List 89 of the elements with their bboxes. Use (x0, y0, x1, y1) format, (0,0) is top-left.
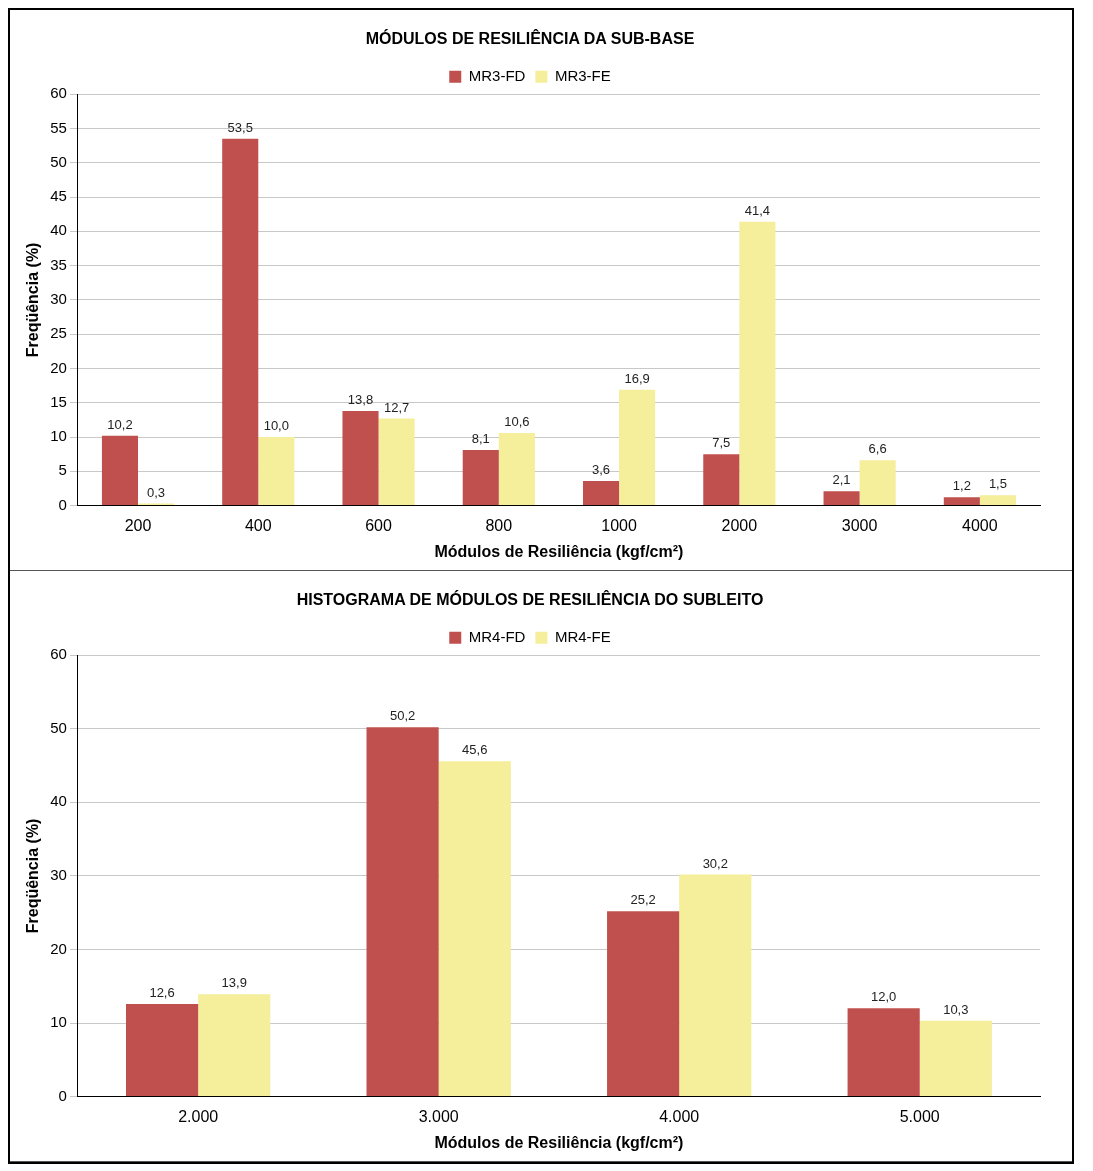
data-label: 30,2 (702, 855, 728, 871)
y-tick-label: 0 (58, 495, 67, 513)
x-axis-title: Módulos de Resiliência (kgf/cm²) (434, 542, 684, 560)
data-label: 16,9 (624, 370, 650, 386)
data-label: 12,0 (871, 989, 897, 1005)
bar (462, 450, 499, 506)
x-tick-label: 3000 (841, 516, 878, 534)
bar (619, 389, 656, 506)
data-label: 41,4 (744, 202, 771, 218)
bar (438, 761, 511, 1097)
bar (703, 454, 740, 506)
x-tick-label: 2.000 (178, 1107, 219, 1125)
data-label: 13,8 (347, 392, 374, 408)
y-tick-label: 20 (50, 939, 67, 957)
data-label: 10,6 (504, 414, 530, 429)
y-tick-label: 55 (50, 118, 67, 136)
bar (222, 138, 259, 506)
bar (823, 491, 860, 506)
y-tick-label: 30 (50, 866, 67, 884)
bar (125, 1003, 199, 1097)
data-label: 3,6 (592, 461, 611, 477)
bar (583, 480, 620, 506)
y-tick-label: 50 (50, 152, 67, 170)
data-label: 1,2 (952, 478, 971, 494)
data-label: 8,1 (471, 431, 490, 447)
legend-label: MR4-FD (468, 627, 526, 645)
data-label: 10,0 (263, 418, 289, 434)
data-label: 1,5 (988, 476, 1007, 492)
bar (739, 221, 776, 506)
y-tick-label: 60 (50, 84, 67, 102)
bar (847, 1008, 920, 1097)
y-tick-label: 45 (50, 187, 67, 205)
data-label: 50,2 (389, 708, 416, 724)
legend-label: MR4-FE (554, 627, 611, 645)
data-label: 0,3 (147, 484, 166, 500)
bar (498, 432, 535, 506)
chart-title: MÓDULOS DE RESILIÊNCIA DA SUB-BASE (365, 29, 695, 48)
data-label: 12,7 (383, 399, 410, 415)
y-tick-label: 40 (50, 221, 67, 239)
bar (919, 1020, 992, 1097)
x-tick-label: 4000 (962, 516, 998, 534)
bar (943, 497, 980, 506)
y-tick-label: 15 (50, 392, 67, 410)
y-axis-title: Freqüência (%) (24, 242, 42, 358)
legend-label: MR3-FE (554, 66, 611, 84)
bar (679, 874, 752, 1097)
x-tick-label: 200 (124, 516, 152, 534)
x-tick-label: 5.000 (899, 1107, 940, 1125)
data-label: 53,5 (227, 119, 253, 135)
data-label: 25,2 (630, 892, 656, 908)
x-tick-label: 2000 (721, 516, 758, 534)
data-label: 10,2 (107, 416, 133, 432)
y-tick-label: 40 (50, 792, 67, 810)
y-tick-label: 0 (58, 1086, 67, 1104)
y-tick-label: 10 (50, 1013, 67, 1031)
data-label: 10,3 (943, 1001, 969, 1017)
x-tick-label: 800 (485, 516, 513, 534)
y-tick-label: 10 (50, 427, 67, 445)
data-label: 13,9 (221, 975, 247, 991)
x-tick-label: 3.000 (418, 1107, 459, 1125)
data-label: 12,6 (149, 984, 175, 1000)
bar (258, 437, 295, 506)
y-tick-label: 5 (58, 461, 67, 479)
x-axis-title: Módulos de Resiliência (kgf/cm²) (434, 1133, 684, 1151)
y-tick-label: 35 (50, 255, 67, 273)
data-label: 7,5 (712, 435, 731, 451)
data-label: 6,6 (868, 441, 887, 457)
y-tick-label: 60 (50, 645, 67, 663)
y-tick-label: 50 (50, 718, 67, 736)
bar (198, 994, 271, 1097)
x-tick-label: 400 (244, 516, 272, 534)
y-axis-title: Freqüência (%) (24, 818, 42, 934)
y-tick-label: 25 (50, 324, 67, 342)
bar (342, 410, 379, 506)
legend-label: MR3-FD (468, 66, 526, 84)
x-tick-label: 1000 (601, 516, 637, 534)
x-tick-label: 4.000 (659, 1107, 700, 1125)
bar (101, 435, 139, 506)
bar (859, 460, 896, 506)
x-tick-label: 600 (365, 516, 392, 534)
bar (366, 727, 439, 1097)
chart-title: HISTOGRAMA DE MÓDULOS DE RESILIÊNCIA DO SUBLEITO (296, 590, 764, 609)
bar (378, 418, 415, 506)
bar (979, 495, 1016, 506)
y-tick-label: 20 (50, 358, 67, 376)
data-label: 45,6 (462, 742, 488, 758)
bar (607, 911, 680, 1097)
data-label: 2,1 (832, 472, 851, 488)
y-tick-label: 30 (50, 290, 67, 308)
